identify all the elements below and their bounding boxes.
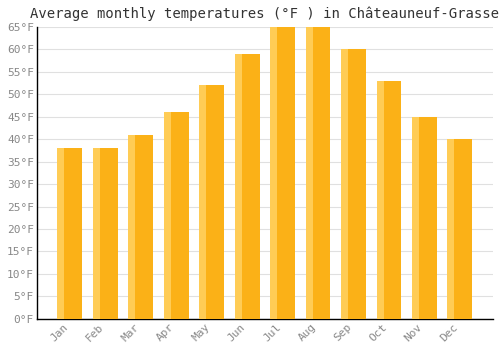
Bar [235,54,260,319]
Bar [93,148,118,319]
Bar [341,49,366,319]
Bar [200,85,206,319]
Bar [270,27,295,319]
Bar [58,148,82,319]
Bar [164,112,171,319]
Bar [412,117,419,319]
Bar [341,49,348,319]
Bar [93,148,100,319]
Bar [270,27,277,319]
Bar [58,148,64,319]
Bar [235,54,242,319]
Bar [200,85,224,319]
Bar [306,27,330,319]
Bar [376,81,384,319]
Bar [448,139,454,319]
Bar [128,135,136,319]
Bar [376,81,402,319]
Bar [164,112,188,319]
Bar [412,117,437,319]
Title: Average monthly temperatures (°F ) in Châteauneuf-Grasse: Average monthly temperatures (°F ) in Ch… [30,7,500,21]
Bar [448,139,472,319]
Bar [128,135,153,319]
Bar [306,27,312,319]
